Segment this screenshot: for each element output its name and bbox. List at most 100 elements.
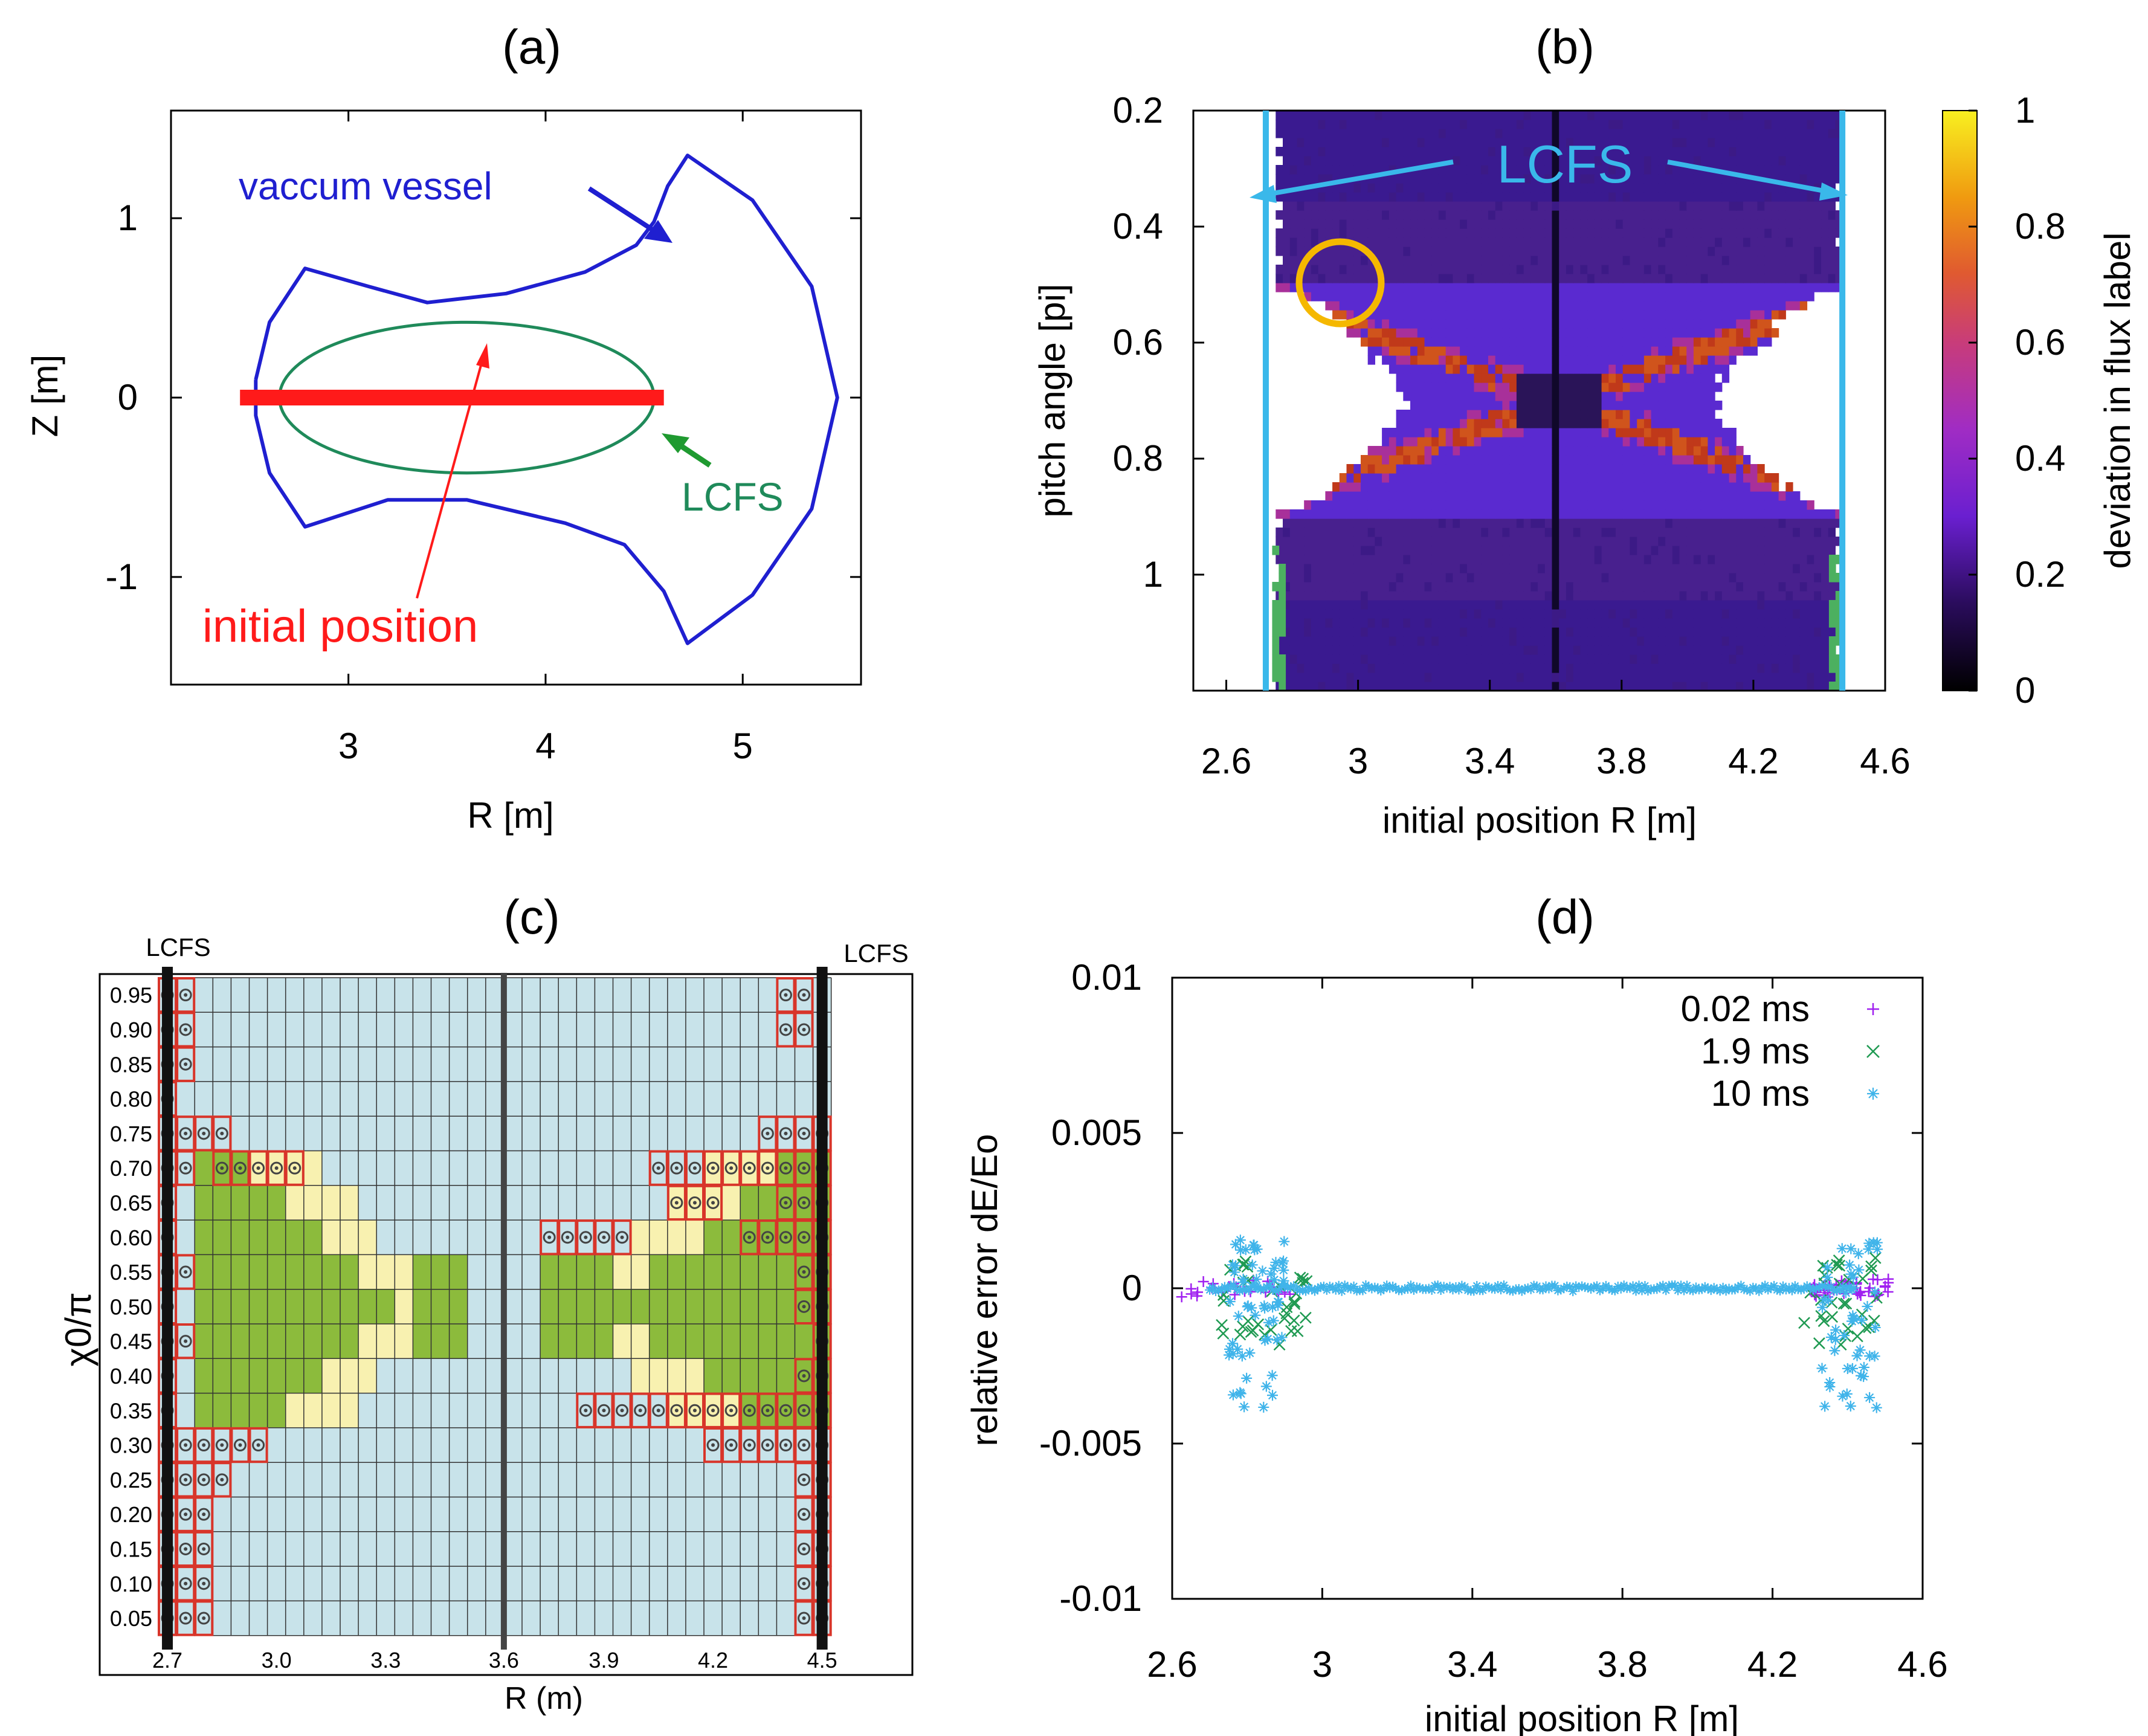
heatmap-cell <box>1580 537 1588 546</box>
heatmap-cell <box>1700 201 1708 211</box>
heatmap-cell <box>1665 663 1673 673</box>
heatmap-cell <box>1311 600 1319 610</box>
heatmap-cell <box>1375 555 1382 564</box>
heatmap-cell <box>1410 546 1418 555</box>
heatmap-cell <box>1516 328 1524 338</box>
heatmap-cell <box>1332 591 1340 601</box>
heatmap-cell <box>1708 645 1715 655</box>
heatmap-cell <box>1538 410 1546 419</box>
heatmap-cell <box>1835 555 1843 564</box>
heatmap-cell <box>1424 500 1432 510</box>
heatmap-cell <box>1750 528 1758 537</box>
heatmap-cell <box>1375 627 1382 637</box>
heatmap-cell <box>1672 201 1680 211</box>
heatmap-cell <box>1544 428 1553 437</box>
heatmap-cell <box>1828 228 1836 238</box>
heatmap-cell <box>1771 265 1779 274</box>
heatmap-cell <box>1693 500 1701 510</box>
heatmap-cell <box>1771 491 1779 501</box>
heatmap-cell <box>1495 645 1503 655</box>
heatmap-cell <box>1715 600 1723 610</box>
heatmap-cell <box>1637 337 1645 347</box>
heatmap-cell <box>1474 682 1482 691</box>
heatmap-cell <box>1665 247 1673 256</box>
heatmap-cell <box>1353 120 1361 129</box>
heatmap-cell <box>1821 673 1829 682</box>
grid-cell <box>576 1254 595 1289</box>
heatmap-cell <box>1361 482 1369 492</box>
heatmap-cell <box>1616 310 1624 320</box>
heatmap-cell <box>1771 129 1779 138</box>
heatmap-cell <box>1700 446 1708 456</box>
heatmap-cell <box>1530 120 1538 129</box>
heatmap-cell <box>1566 111 1574 120</box>
heatmap-cell <box>1665 618 1673 628</box>
heatmap-cell <box>1481 147 1489 156</box>
heatmap-cell <box>1453 446 1460 456</box>
heatmap-cell <box>1382 337 1390 347</box>
heatmap-cell <box>1587 210 1595 220</box>
heatmap-cell <box>1361 210 1369 220</box>
heatmap-cell <box>1353 573 1361 582</box>
heatmap-cell <box>1799 618 1808 628</box>
heatmap-cell <box>1367 473 1375 483</box>
grid-cell <box>740 1324 759 1359</box>
heatmap-cell <box>1700 509 1708 519</box>
heatmap-cell <box>1410 491 1418 501</box>
heatmap-cell <box>1544 509 1553 519</box>
heatmap-cell <box>1721 518 1730 528</box>
heatmap-cell <box>1601 428 1609 437</box>
heatmap-cell <box>1708 573 1715 582</box>
heatmap-cell <box>1424 156 1432 166</box>
heatmap-cell <box>1799 147 1808 156</box>
heatmap-cell <box>1339 192 1347 202</box>
heatmap-cell <box>1445 382 1453 392</box>
heatmap-cell <box>1318 627 1326 637</box>
heatmap-cell <box>1665 537 1673 546</box>
grid-cell <box>303 1150 322 1186</box>
heatmap-cell <box>1403 111 1411 120</box>
heatmap-cell <box>1643 600 1652 610</box>
heatmap-cell <box>1361 555 1369 564</box>
heatmap-cell <box>1530 618 1538 628</box>
heatmap-cell <box>1495 636 1503 646</box>
heatmap-cell <box>1353 165 1361 175</box>
heatmap-cell <box>1778 555 1786 564</box>
heatmap-cell <box>1679 491 1687 501</box>
heatmap-cell <box>1544 600 1553 610</box>
heatmap-cell <box>1573 419 1581 428</box>
heatmap-cell <box>1417 654 1425 664</box>
heatmap-cell <box>1721 654 1730 664</box>
heatmap-cell <box>1686 111 1694 120</box>
heatmap-cell <box>1637 165 1645 175</box>
panel-c-grid <box>98 967 914 1676</box>
heatmap-cell <box>1721 319 1730 329</box>
heatmap-cell <box>1481 192 1489 202</box>
heatmap-cell <box>1279 564 1286 573</box>
heatmap-cell <box>1828 509 1836 519</box>
heatmap-cell <box>1431 555 1439 564</box>
heatmap-cell <box>1361 528 1369 537</box>
heatmap-cell <box>1417 111 1425 120</box>
heatmap-cell <box>1743 564 1751 573</box>
heatmap-cell <box>1637 528 1645 537</box>
heatmap-cell <box>1361 219 1369 229</box>
heatmap-cell <box>1672 328 1680 338</box>
heatmap-cell <box>1289 247 1298 256</box>
heatmap-cell <box>1544 591 1553 601</box>
heatmap-cell <box>1445 591 1453 601</box>
heatmap-cell <box>1375 319 1382 329</box>
heatmap-cell <box>1601 201 1609 211</box>
heatmap-cell <box>1382 455 1390 465</box>
heatmap-cell <box>1346 582 1354 592</box>
heatmap-cell <box>1785 120 1793 129</box>
heatmap-cell <box>1552 473 1559 483</box>
heatmap-cell <box>1318 500 1326 510</box>
heatmap-cell <box>1516 410 1524 419</box>
heatmap-cell <box>1736 219 1744 229</box>
heatmap-cell <box>1828 174 1836 184</box>
heatmap-cell <box>1708 328 1715 338</box>
heatmap-cell <box>1353 138 1361 147</box>
heatmap-cell <box>1495 464 1503 474</box>
heatmap-cell <box>1750 328 1758 338</box>
